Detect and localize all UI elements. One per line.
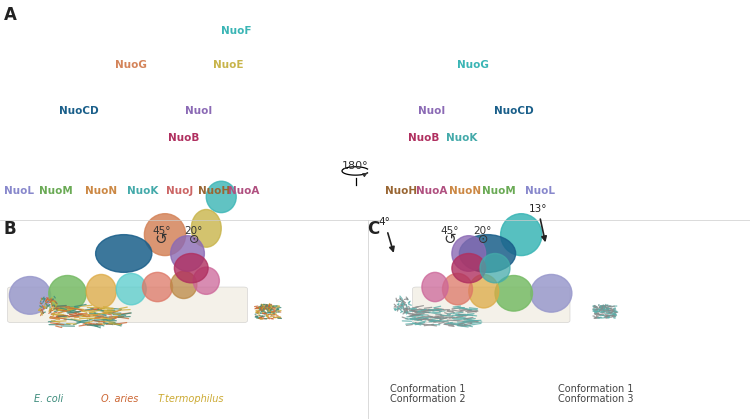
Text: ↺: ↺ xyxy=(444,232,456,247)
Text: Conformation 3: Conformation 3 xyxy=(559,394,634,404)
Text: 45°: 45° xyxy=(441,226,459,236)
Ellipse shape xyxy=(142,272,172,302)
Text: 20°: 20° xyxy=(184,226,202,236)
Text: B: B xyxy=(4,220,16,238)
Text: NuoB: NuoB xyxy=(168,133,200,143)
Text: NuoK: NuoK xyxy=(127,186,158,196)
Text: Conformation 2: Conformation 2 xyxy=(390,394,465,404)
Text: Conformation 1: Conformation 1 xyxy=(390,384,465,394)
Text: Conformation 1: Conformation 1 xyxy=(559,384,634,394)
Ellipse shape xyxy=(174,253,208,283)
Ellipse shape xyxy=(459,235,516,272)
Ellipse shape xyxy=(194,267,220,294)
Ellipse shape xyxy=(116,274,146,305)
Ellipse shape xyxy=(501,214,542,256)
Text: NuoG: NuoG xyxy=(457,60,488,70)
Text: T.termophilus: T.termophilus xyxy=(158,394,224,404)
Ellipse shape xyxy=(170,272,196,299)
Text: ⊙: ⊙ xyxy=(478,233,488,246)
Ellipse shape xyxy=(452,253,486,283)
Text: NuoCD: NuoCD xyxy=(494,106,533,116)
Text: 180°: 180° xyxy=(342,160,369,171)
Text: NuoN: NuoN xyxy=(449,186,481,196)
Text: NuoJ: NuoJ xyxy=(166,186,194,196)
Text: NuoG: NuoG xyxy=(116,60,147,70)
Text: O. aries: O. aries xyxy=(101,394,139,404)
Ellipse shape xyxy=(480,253,510,283)
Text: NuoM: NuoM xyxy=(39,186,74,196)
Text: 13°: 13° xyxy=(529,204,548,241)
Text: NuoI: NuoI xyxy=(418,106,445,116)
Ellipse shape xyxy=(531,274,572,312)
Ellipse shape xyxy=(452,235,486,272)
Text: 4°: 4° xyxy=(379,217,394,251)
FancyBboxPatch shape xyxy=(8,287,248,323)
Text: NuoH: NuoH xyxy=(198,186,230,196)
Text: E. coli: E. coli xyxy=(34,394,63,404)
Text: NuoN: NuoN xyxy=(86,186,117,196)
Text: NuoL: NuoL xyxy=(525,186,555,196)
Text: 45°: 45° xyxy=(152,226,170,236)
Text: NuoA: NuoA xyxy=(416,186,447,196)
FancyBboxPatch shape xyxy=(413,287,570,323)
Ellipse shape xyxy=(170,235,204,272)
Ellipse shape xyxy=(9,277,51,314)
Ellipse shape xyxy=(422,272,448,302)
Text: A: A xyxy=(4,6,16,24)
Text: NuoE: NuoE xyxy=(214,60,244,70)
Ellipse shape xyxy=(144,214,186,256)
Text: NuoI: NuoI xyxy=(185,106,212,116)
Ellipse shape xyxy=(96,235,152,272)
Text: ⊙: ⊙ xyxy=(189,233,200,246)
Text: NuoH: NuoH xyxy=(386,186,417,196)
Ellipse shape xyxy=(191,210,221,247)
Ellipse shape xyxy=(86,274,116,308)
Ellipse shape xyxy=(495,276,532,311)
Text: NuoCD: NuoCD xyxy=(59,106,98,116)
Ellipse shape xyxy=(442,274,472,305)
Text: 20°: 20° xyxy=(473,226,491,236)
Ellipse shape xyxy=(49,276,86,311)
Text: NuoK: NuoK xyxy=(446,133,477,143)
Text: NuoA: NuoA xyxy=(228,186,260,196)
Text: ↺: ↺ xyxy=(154,232,168,247)
Text: NuoF: NuoF xyxy=(221,26,251,36)
Ellipse shape xyxy=(469,274,499,308)
Ellipse shape xyxy=(206,181,236,212)
Text: NuoM: NuoM xyxy=(482,186,516,196)
Text: NuoL: NuoL xyxy=(4,186,34,196)
Text: C: C xyxy=(368,220,380,238)
Text: NuoB: NuoB xyxy=(408,133,440,143)
